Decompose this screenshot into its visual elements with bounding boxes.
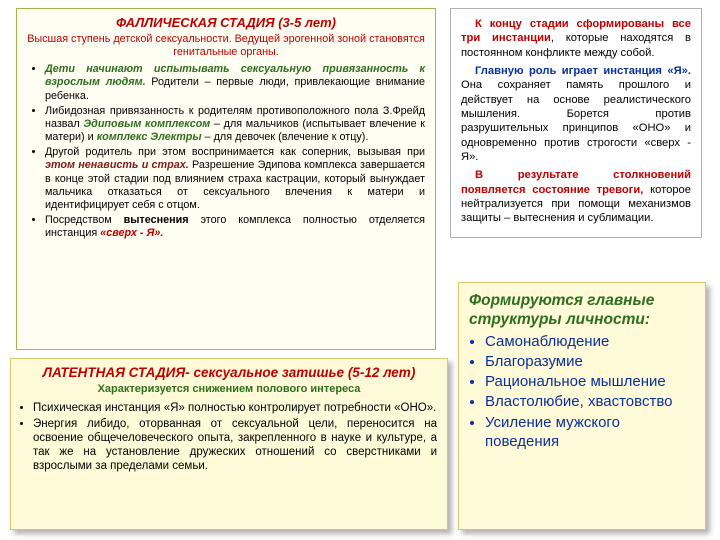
phallic-title: ФАЛЛИЧЕСКАЯ СТАДИЯ (3-5 лет): [27, 15, 425, 31]
structures-list: Самонаблюдение Благоразумие Рациональное…: [469, 332, 695, 451]
list-item: Другой родитель при этом воспринимается …: [45, 146, 425, 212]
latent-subtitle: Характеризуется снижением полового интер…: [21, 383, 437, 396]
panel-latent-stage: ЛАТЕНТНАЯ СТАДИЯ- сексуальное затишье (5…: [10, 358, 448, 530]
latent-title: ЛАТЕНТНАЯ СТАДИЯ- сексуальное затишье (5…: [21, 365, 437, 381]
text: вытеснения: [124, 214, 189, 226]
list-item: Дети начинают испытывать сексуальную при…: [45, 63, 425, 103]
panel-personality-structures: Формируются главные структуры личности: …: [458, 282, 706, 530]
paragraph: Главную роль играет инстанция «Я». Она с…: [461, 64, 691, 164]
text: Она сохраняет память прошлого и действуе…: [461, 79, 691, 163]
text: Эдиповым комплексом: [83, 118, 210, 130]
latent-list: Психическая инстанция «Я» полностью конт…: [21, 401, 437, 473]
list-item: Посредством вытеснения этого комплекса п…: [45, 214, 425, 240]
text: Другой родитель при этом воспринимается …: [45, 146, 425, 158]
text: – для девочек (влечение к отцу).: [202, 131, 369, 143]
list-item: Благоразумие: [485, 352, 695, 371]
phallic-subtitle: Высшая ступень детской сексуальности. Ве…: [27, 33, 425, 59]
text: Посредством: [45, 214, 124, 226]
phallic-list: Дети начинают испытывать сексуальную при…: [27, 63, 425, 240]
list-item: Усиление мужского поведения: [485, 413, 695, 451]
list-item: Рациональное мышление: [485, 372, 695, 391]
text: «сверх - Я».: [100, 227, 163, 239]
panel-phallic-stage: ФАЛЛИЧЕСКАЯ СТАДИЯ (3-5 лет) Высшая ступ…: [16, 8, 436, 350]
list-item: Энергия либидо, оторванная от сексуально…: [33, 417, 437, 473]
paragraph: К концу стадии сформированы все три инст…: [461, 17, 691, 60]
text: комплекс Электры: [97, 131, 202, 143]
list-item: Психическая инстанция «Я» полностью конт…: [33, 401, 437, 415]
text: этом ненависть и страх.: [45, 159, 189, 171]
paragraph: В результате столкновений появляется сос…: [461, 168, 691, 225]
text: Главную роль играет инстанция «Я».: [475, 65, 691, 77]
list-item: Властолюбие, хвастовство: [485, 392, 695, 411]
list-item: Либидозная привязанность к родителям про…: [45, 105, 425, 145]
panel-instances: К концу стадии сформированы все три инст…: [450, 8, 702, 238]
structures-title: Формируются главные структуры личности:: [469, 291, 695, 330]
list-item: Самонаблюдение: [485, 332, 695, 351]
